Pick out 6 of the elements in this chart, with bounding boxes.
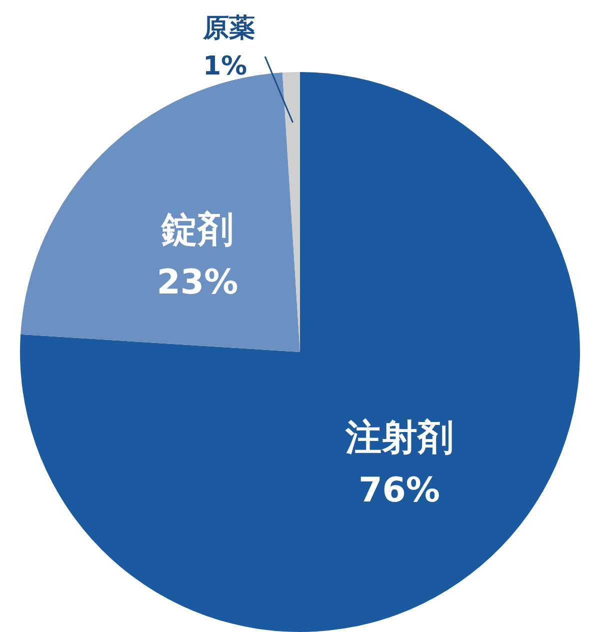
slice-label: 原薬 xyxy=(202,14,256,44)
slice-label: 注射剤 xyxy=(344,418,454,459)
data-label: 23% xyxy=(156,262,238,302)
data-label: 1% xyxy=(202,52,248,82)
slice-label: 錠剤 xyxy=(160,209,234,250)
data-label: 76% xyxy=(358,470,440,511)
